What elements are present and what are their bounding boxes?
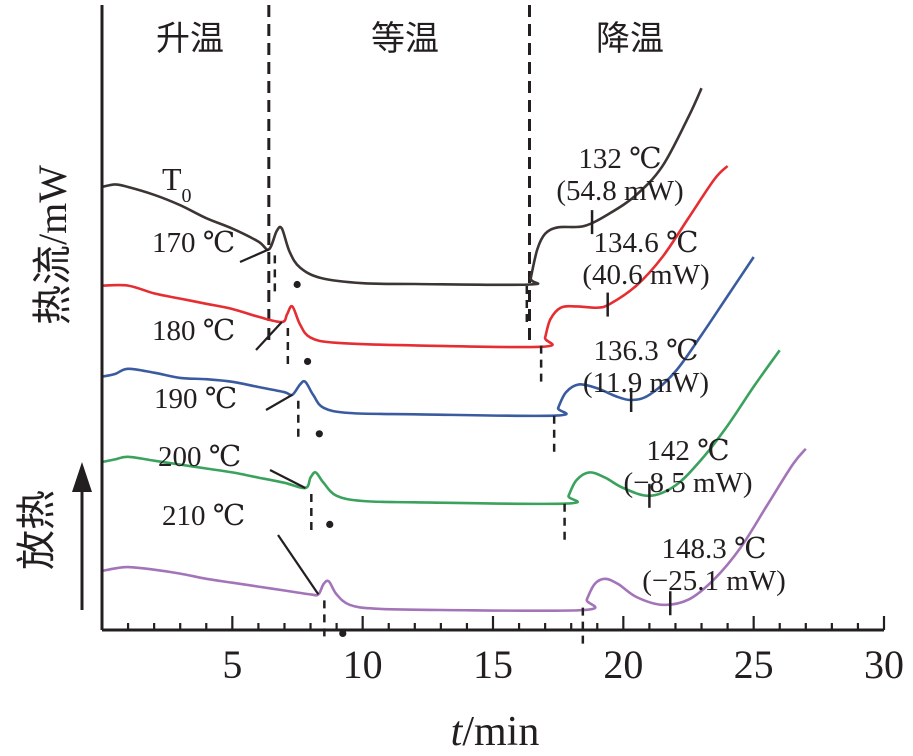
cooling-temp-label-4: 142 ℃ bbox=[646, 435, 729, 467]
hold-temp-pointer-3 bbox=[265, 393, 293, 411]
cooling-temp-label-2: 134.6 ℃ bbox=[594, 227, 699, 259]
x-tick-label-10: 10 bbox=[343, 642, 383, 687]
cooling-power-label-4: (−8.5 mW) bbox=[623, 467, 752, 499]
annotations-group: 170 ℃ 132 ℃(54.8 mW) 180 ℃ 134.6 ℃(40.6 mW)… bbox=[152, 143, 786, 648]
phase-label-isothermal: 等温 bbox=[371, 20, 439, 58]
x-tick-label-15: 15 bbox=[473, 642, 513, 687]
peak-dot-3 bbox=[315, 430, 323, 438]
t0-label: T0 bbox=[162, 161, 192, 207]
x-tick-label-25: 25 bbox=[734, 642, 774, 687]
hold-temp-label-2: 180 ℃ bbox=[152, 315, 235, 347]
hold-temp-pointer-5 bbox=[277, 534, 320, 596]
hold-temp-label-3: 190 ℃ bbox=[154, 383, 237, 415]
cooling-temp-label-3: 136.3 ℃ bbox=[594, 335, 699, 367]
x-axis-label: t/min bbox=[451, 709, 540, 751]
x-tick-label-5: 5 bbox=[222, 642, 242, 687]
peak-dot-2 bbox=[303, 357, 312, 366]
peak-dot-1 bbox=[293, 280, 301, 289]
y-axis-label: 热流/mW bbox=[30, 165, 75, 325]
x-tick-label-20: 20 bbox=[603, 642, 643, 687]
phase-label-cooling: 降温 bbox=[596, 20, 664, 58]
hold-temp-pointer-4 bbox=[269, 469, 306, 489]
t0-subscript: 0 bbox=[182, 185, 192, 207]
x-axis-label-italic: t bbox=[451, 709, 464, 751]
peak-dot-5 bbox=[339, 629, 347, 638]
exotherm-label: 放热 bbox=[14, 490, 59, 570]
cooling-power-label-5: (−25.1 mW) bbox=[642, 565, 786, 597]
series-line-4 bbox=[101, 349, 781, 506]
phase-label-heating: 升温 bbox=[156, 21, 224, 58]
cooling-temp-label-1: 132 ℃ bbox=[578, 143, 661, 175]
hold-temp-pointer-1 bbox=[239, 248, 270, 264]
t0-main: T bbox=[162, 161, 182, 197]
x-axis-label-unit: /min bbox=[462, 709, 539, 751]
cooling-power-label-2: (40.6 mW) bbox=[582, 259, 709, 291]
hold-temp-label-1: 170 ℃ bbox=[152, 227, 235, 259]
cooling-temp-label-5: 148.3 ℃ bbox=[662, 533, 767, 565]
hold-temp-pointer-2 bbox=[255, 321, 283, 351]
exotherm-arrow-icon bbox=[72, 462, 92, 610]
series-line-2 bbox=[101, 165, 729, 349]
axes-group: 5 10 15 20 25 30 bbox=[100, 5, 904, 687]
series-line-1 bbox=[101, 87, 703, 287]
peak-dot-4 bbox=[326, 520, 334, 529]
cooling-power-label-3: (11.9 mW) bbox=[583, 367, 709, 399]
series-group bbox=[101, 87, 807, 613]
cooling-power-label-1: (54.8 mW) bbox=[556, 175, 683, 207]
hold-temp-label-5: 210 ℃ bbox=[162, 500, 245, 532]
series-line-3 bbox=[101, 256, 755, 418]
hold-temp-label-4: 200 ℃ bbox=[158, 441, 241, 473]
series-line-5 bbox=[101, 447, 807, 613]
x-tick-label-30: 30 bbox=[864, 642, 904, 687]
